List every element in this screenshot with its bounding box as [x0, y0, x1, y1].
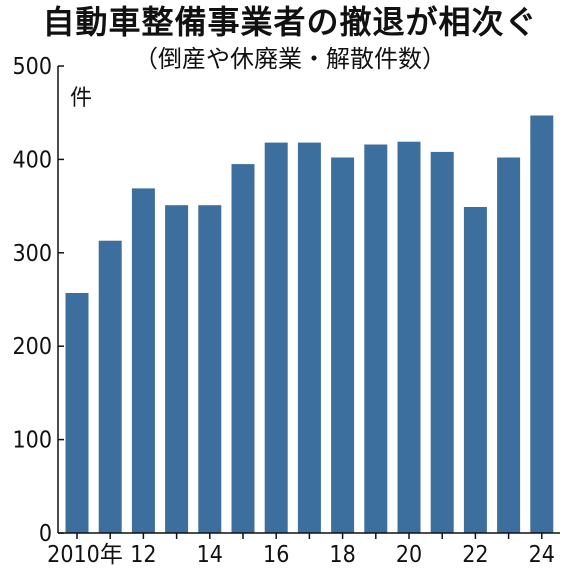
x-tick-label-3: 16	[263, 542, 289, 568]
bar-2015	[231, 164, 255, 533]
x-tick-label-4: 18	[329, 542, 355, 568]
x-tick-label-5: 20	[396, 542, 422, 568]
bar-2017	[297, 142, 321, 533]
bar-2016	[264, 142, 288, 533]
x-tick-label-2: 14	[197, 542, 223, 568]
y-tick-label-200: 200	[13, 334, 53, 360]
bar-2014	[198, 205, 222, 533]
x-tick-label-6: 22	[462, 542, 488, 568]
x-tick-label-0: 2010年	[47, 542, 123, 568]
bar-2023	[497, 157, 521, 533]
axes-group: 0 100 200 300 400 500 2010年 12 14 16 18 20 22 24	[13, 54, 560, 568]
y-tick-label-0: 0	[39, 521, 52, 547]
y-tick-label-400: 400	[13, 147, 53, 173]
bar-2011	[98, 240, 122, 533]
bar-2022	[463, 207, 487, 533]
bar-2024	[530, 115, 554, 533]
bar-2019	[364, 144, 388, 533]
bars-group	[65, 115, 554, 533]
x-tick-label-7: 24	[529, 542, 555, 568]
bar-2021	[430, 151, 454, 533]
chart-title: 自動車整備事業者の撤退が相次ぐ	[42, 3, 538, 41]
y-tick-label-100: 100	[13, 428, 53, 454]
bar-2010	[65, 293, 89, 533]
bar-2012	[131, 188, 155, 533]
bar-2020	[397, 141, 421, 533]
y-unit-label: 件	[70, 86, 92, 111]
y-tick-label-300: 300	[13, 241, 53, 267]
x-tick-label-1: 12	[130, 542, 156, 568]
y-tick-label-500: 500	[13, 54, 53, 80]
bar-2013	[165, 205, 189, 533]
chart-subtitle: （倒産や休廃業・解散件数）	[134, 45, 446, 73]
bar-2018	[331, 157, 355, 533]
